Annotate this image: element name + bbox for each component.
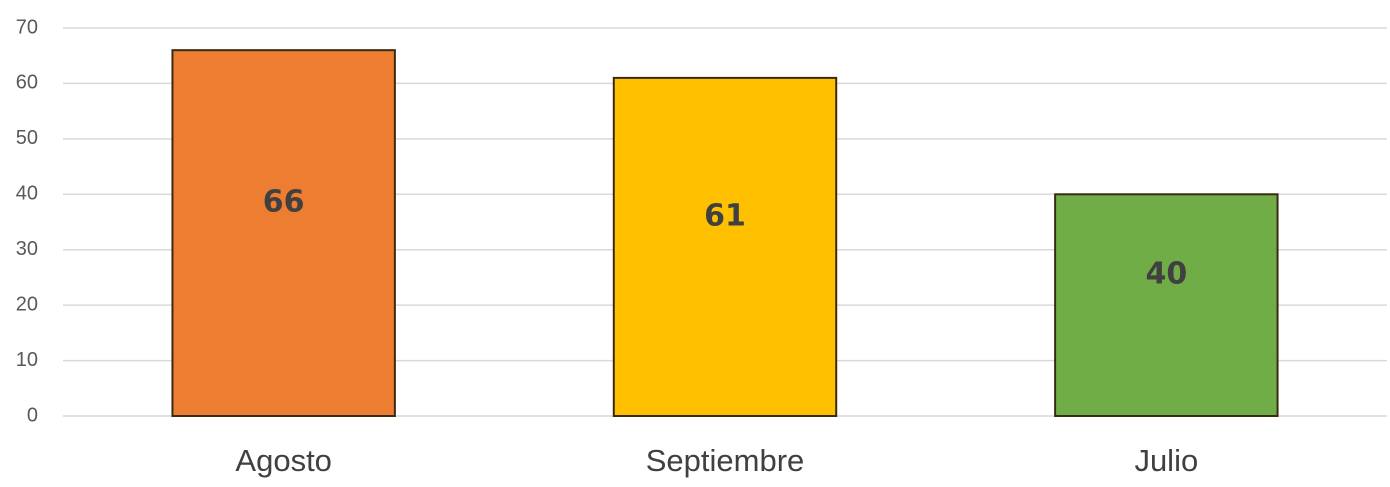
- bar: [612, 76, 838, 417]
- x-tick-label: Septiembre: [646, 443, 805, 478]
- y-tick-label: 0: [27, 404, 38, 426]
- y-tick-label: 40: [16, 183, 38, 205]
- x-tick-label: Julio: [1134, 443, 1198, 478]
- y-tick-label: 50: [16, 127, 38, 149]
- y-tick-label: 20: [16, 293, 38, 315]
- x-tick-label: Agosto: [235, 443, 332, 478]
- bar: [171, 49, 396, 418]
- data-label: 66: [263, 185, 305, 220]
- y-tick-label: 60: [16, 72, 38, 94]
- y-tick-label: 70: [16, 16, 38, 38]
- data-label: 61: [704, 198, 746, 233]
- data-label: 40: [1145, 257, 1187, 292]
- y-tick-label: 10: [16, 349, 38, 371]
- bar: [1054, 193, 1279, 417]
- y-tick-label: 30: [16, 238, 38, 260]
